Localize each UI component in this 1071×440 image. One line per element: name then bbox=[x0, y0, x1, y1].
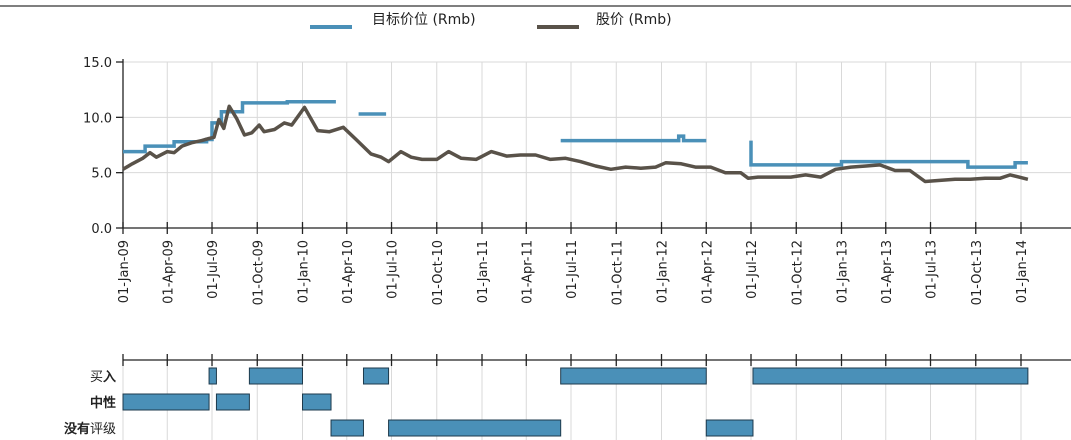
x-tick-label: 01-Jul-10 bbox=[386, 240, 401, 299]
rating-bar-not_rated bbox=[330, 419, 364, 437]
rating-bar-buy bbox=[248, 367, 304, 385]
x-tick-label: 01-Jan-10 bbox=[297, 240, 312, 303]
x-tick-label: 01-Jul-13 bbox=[925, 240, 940, 299]
y-tick-label: 10.0 bbox=[83, 111, 112, 126]
rating-label-neutral: 中性 bbox=[90, 395, 116, 411]
legend-label-price: 股价 (Rmb) bbox=[596, 12, 672, 28]
rating-bar-neutral bbox=[302, 393, 332, 411]
rating-bar-neutral bbox=[122, 393, 210, 411]
x-tick-label: 01-Jan-13 bbox=[835, 240, 850, 303]
x-tick-label: 01-Jul-09 bbox=[206, 240, 221, 299]
y-tick-label: 5.0 bbox=[91, 167, 112, 182]
y-tick-label: 0.0 bbox=[91, 222, 112, 237]
x-tick-label: 01-Oct-09 bbox=[251, 240, 266, 305]
x-axis: 01-Jan-09 01-Apr-09 01-Jul-09 01-Oct-09 01-J… bbox=[117, 222, 1071, 366]
x-tick-label: 01-Oct-12 bbox=[790, 240, 805, 305]
rating-bar-buy bbox=[752, 367, 1029, 385]
rating-label-buy: 买入 bbox=[90, 370, 116, 385]
legend-label-target: 目标价位 (Rmb) bbox=[372, 12, 476, 28]
stock-price-line bbox=[122, 104, 1029, 184]
legend: 目标价位 (Rmb) 股价 (Rmb) bbox=[310, 12, 672, 29]
x-tick-label: 01-Jul-12 bbox=[745, 240, 760, 299]
x-tick-label: 01-Apr-11 bbox=[520, 240, 535, 304]
x-tick-label: 01-Jan-09 bbox=[117, 240, 132, 303]
target-price-line bbox=[560, 134, 707, 143]
rating-bar-buy bbox=[362, 367, 390, 385]
x-tick-label: 01-Apr-09 bbox=[161, 240, 176, 304]
target-price-line bbox=[123, 100, 336, 154]
x-tick-label: 01-Jan-12 bbox=[656, 240, 671, 303]
x-tick-label: 01-Oct-11 bbox=[610, 240, 625, 305]
x-tick-label: 01-Apr-12 bbox=[700, 240, 715, 304]
rating-bar-not_rated bbox=[705, 419, 754, 437]
rating-bar-neutral bbox=[215, 393, 250, 411]
rating-bar-buy bbox=[560, 367, 707, 385]
x-tick-label: 01-Jan-14 bbox=[1015, 240, 1030, 303]
x-tick-label: 01-Apr-13 bbox=[880, 240, 895, 304]
y-tick-label: 15.0 bbox=[83, 56, 112, 71]
rating-bar-not_rated bbox=[388, 419, 562, 437]
x-tick-label: 01-Jan-11 bbox=[476, 240, 491, 303]
rating-label-not_rated: 没有评级 bbox=[64, 421, 116, 437]
x-tick-label: 01-Jul-11 bbox=[565, 240, 580, 299]
rating-bar-buy bbox=[208, 367, 217, 385]
y-axis: 0.0 5.0 10.0 15.0 bbox=[83, 56, 124, 237]
target-price-line bbox=[749, 140, 1028, 169]
x-tick-label: 01-Oct-10 bbox=[431, 240, 446, 305]
x-tick-label: 01-Oct-13 bbox=[970, 240, 985, 305]
series-layer bbox=[122, 100, 1029, 184]
x-tick-label: 01-Apr-10 bbox=[341, 240, 356, 304]
